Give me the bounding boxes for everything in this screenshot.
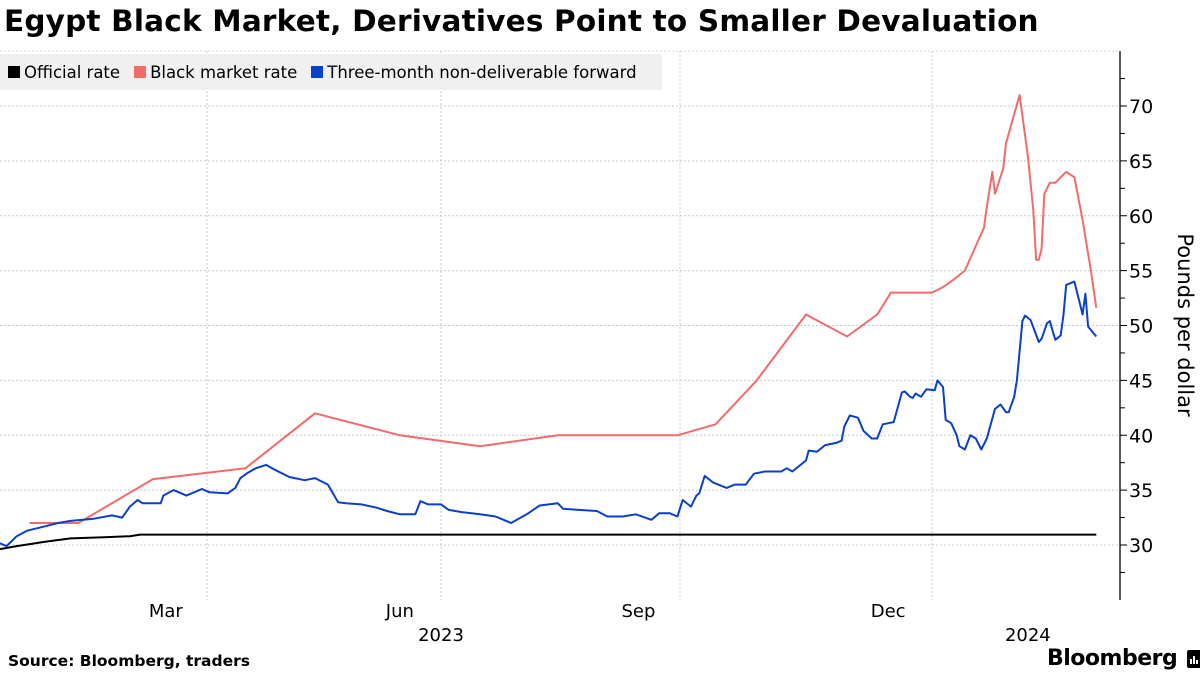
source-note: Source: Bloomberg, traders [8, 652, 250, 670]
series-line-three-month-non-deliverable-forward [0, 280, 1098, 548]
x-year-label: 2024 [1005, 625, 1051, 646]
x-tick-label: Dec [871, 601, 906, 622]
y-axis-label: Pounds per dollar [1173, 233, 1197, 417]
y-tick-label: 70 [1129, 96, 1153, 118]
legend-label: Three-month non-deliverable forward [327, 62, 637, 82]
y-tick-label: 35 [1129, 480, 1153, 502]
y-tick-label: 45 [1129, 370, 1153, 392]
y-tick-label: 55 [1129, 261, 1153, 283]
series-line-black-market-rate [29, 94, 1098, 524]
legend-item-official-rate: Official rate [8, 63, 120, 82]
bloomberg-logo: Bloomberg [1047, 646, 1200, 671]
legend-item-ndf: Three-month non-deliverable forward [311, 62, 637, 82]
x-tick-label: Sep [621, 601, 655, 622]
brand-name: Bloomberg [1047, 646, 1178, 671]
gridlines [0, 50, 1120, 600]
bloomberg-chart-icon [1187, 649, 1200, 668]
legend: Official rate Black market rate Three-mo… [0, 54, 662, 90]
y-tick-label: 30 [1129, 535, 1153, 557]
x-tick-label: Jun [385, 601, 414, 622]
legend-label: Official rate [24, 62, 121, 82]
y-tick-label: 50 [1129, 316, 1153, 338]
series-lines [0, 94, 1098, 551]
x-tick-label: Mar [149, 601, 184, 622]
legend-swatch [134, 66, 147, 78]
chart-title: Egypt Black Market, Derivatives Point to… [4, 4, 1039, 38]
legend-swatch [311, 66, 324, 78]
y-tick-label: 65 [1129, 151, 1153, 173]
legend-swatch [8, 66, 20, 78]
y-tick-label: 60 [1129, 206, 1153, 228]
x-axis: Mar Jun Sep Dec 2023 2024 [149, 601, 1051, 646]
legend-item-black-market-rate: Black market rate [134, 63, 297, 82]
y-axis: 30 35 40 45 50 55 60 65 70 [1119, 51, 1153, 600]
series-line-official-rate [0, 533, 1097, 551]
y-tick-label: 40 [1129, 425, 1153, 447]
legend-label: Black market rate [150, 62, 298, 82]
x-year-label: 2023 [418, 625, 464, 646]
